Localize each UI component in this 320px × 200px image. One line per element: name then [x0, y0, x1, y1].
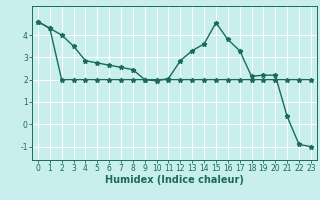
X-axis label: Humidex (Indice chaleur): Humidex (Indice chaleur) — [105, 175, 244, 185]
